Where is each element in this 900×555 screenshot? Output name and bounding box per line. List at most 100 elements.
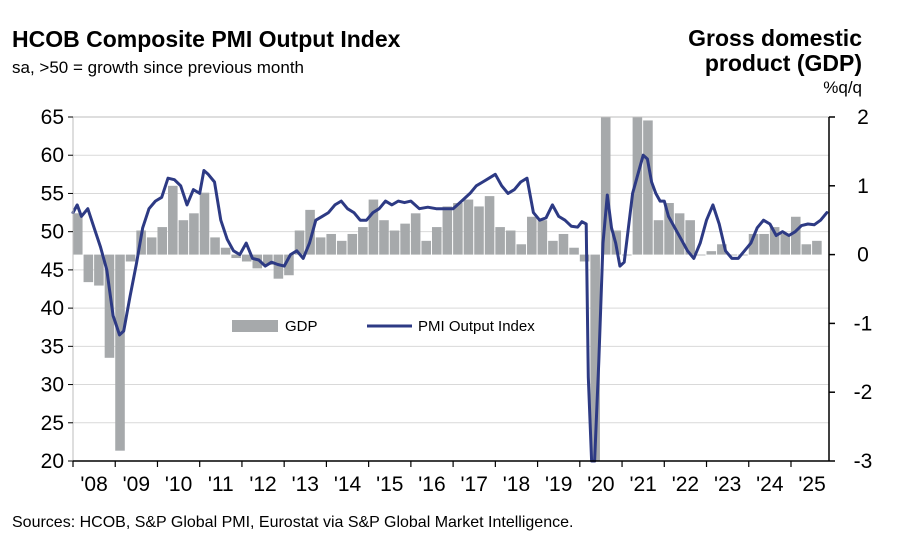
axes: 20 25 30 35 40 45 50 55 60 65 -3 -2 -1 0 1 2 '08 '09 '10 '1… [41,106,873,496]
gdp-bar [336,240,347,255]
x-tick-label: '19 [545,473,572,496]
legend-gdp-label: GDP [285,318,318,335]
gdp-bars [73,117,822,461]
gdp-bar [273,254,284,279]
gdp-bar [168,185,178,255]
gdp-bar [600,117,611,255]
right-tick-label: 1 [857,175,869,198]
gridlines [73,116,829,424]
gdp-bar [358,227,368,255]
gdp-bar [717,244,727,255]
plot-border [72,116,830,462]
gdp-bar [347,233,358,255]
gdp-bar [780,233,790,255]
gdp-bar [685,220,695,255]
x-tick-label: '17 [461,473,488,496]
right-tick-label: 2 [857,106,869,129]
gdp-bar [241,254,252,262]
gdp-bar [484,196,495,255]
gdp-bar [379,220,389,255]
gdp-bar [590,254,600,461]
x-tick-label: '11 [208,473,234,496]
left-tick-label: 35 [41,335,64,358]
gdp-bar [622,254,632,256]
gdp-bar [400,223,410,255]
gdp-bar [157,227,168,255]
gdp-bar [189,213,199,255]
right-axis-title-line1: Gross domestic [688,25,862,51]
x-tick-label: '20 [587,473,614,496]
gdp-bar [769,227,780,255]
gdp-bar [643,120,653,255]
gdp-bar [231,254,241,259]
pmi-line-group [71,153,829,463]
gdp-bar [326,233,336,255]
gdp-bar [410,213,421,255]
left-tick-label: 45 [41,259,64,282]
right-axis-unit: %q/q [823,78,862,97]
x-tick-label: '10 [165,473,192,496]
gdp-bar [759,233,769,255]
x-tick-label: '16 [418,473,445,496]
gdp-bar [284,254,294,276]
x-tick-label: '15 [376,473,403,496]
x-tick-label: '13 [292,473,319,496]
legend-gdp-swatch [232,320,278,332]
gdp-bar [315,237,326,255]
gdp-bar [94,254,104,286]
x-tick-label: '22 [672,473,699,496]
left-tick-label: 60 [41,144,64,167]
pmi-line [71,153,829,463]
gdp-bar [431,227,442,255]
x-tick-label: '23 [714,473,741,496]
chart-subtitle: sa, >50 = growth since previous month [12,58,304,77]
right-tick-label: -3 [854,450,873,473]
gdp-bar [653,220,664,255]
gdp-bar [569,247,579,255]
gdp-bar [727,254,738,256]
right-axis-title-line2: product (GDP) [704,50,862,76]
gdp-bar [104,254,115,358]
x-tick-label: '21 [629,473,656,496]
x-tick-label: '08 [80,473,107,496]
x-tick-label: '09 [123,473,150,496]
gdp-bar [812,240,822,255]
chart-title: HCOB Composite PMI Output Index [12,26,401,52]
left-tick-label: 25 [41,412,64,435]
gdp-bar [421,240,431,255]
left-tick-label: 55 [41,182,64,205]
gdp-bar [294,230,305,255]
source-note: Sources: HCOB, S&P Global PMI, Eurostat … [12,514,574,531]
gdp-bar [305,209,315,255]
gdp-bar [537,220,548,255]
gdp-bar [263,254,273,265]
gdp-bar [83,254,94,283]
gdp-bar [738,254,748,256]
gdp-bar [695,254,706,256]
x-tick-label: '18 [503,473,530,496]
gdp-bar [664,203,674,255]
gdp-bar [252,254,263,269]
gdp-bar [73,213,83,255]
left-tick-label: 50 [41,221,64,244]
x-tick-label: '25 [798,473,825,496]
gdp-bar [505,230,516,255]
gdp-bar [801,244,812,255]
gdp-bar [495,227,505,255]
gdp-bar [115,254,125,451]
left-tick-label: 65 [41,106,64,129]
gdp-bar [210,237,220,255]
gdp-bar [790,216,801,255]
legend-pmi-label: PMI Output Index [418,318,535,335]
left-tick-label: 30 [41,374,64,397]
x-tick-label: '14 [334,473,362,496]
left-tick-label: 20 [41,450,64,473]
gdp-bar [463,199,474,255]
gdp-bar [220,247,231,255]
gdp-bar [368,199,379,255]
gdp-bar [516,244,527,255]
right-tick-label: 0 [857,244,869,267]
gdp-bar [579,254,590,262]
gdp-bar [453,203,463,255]
